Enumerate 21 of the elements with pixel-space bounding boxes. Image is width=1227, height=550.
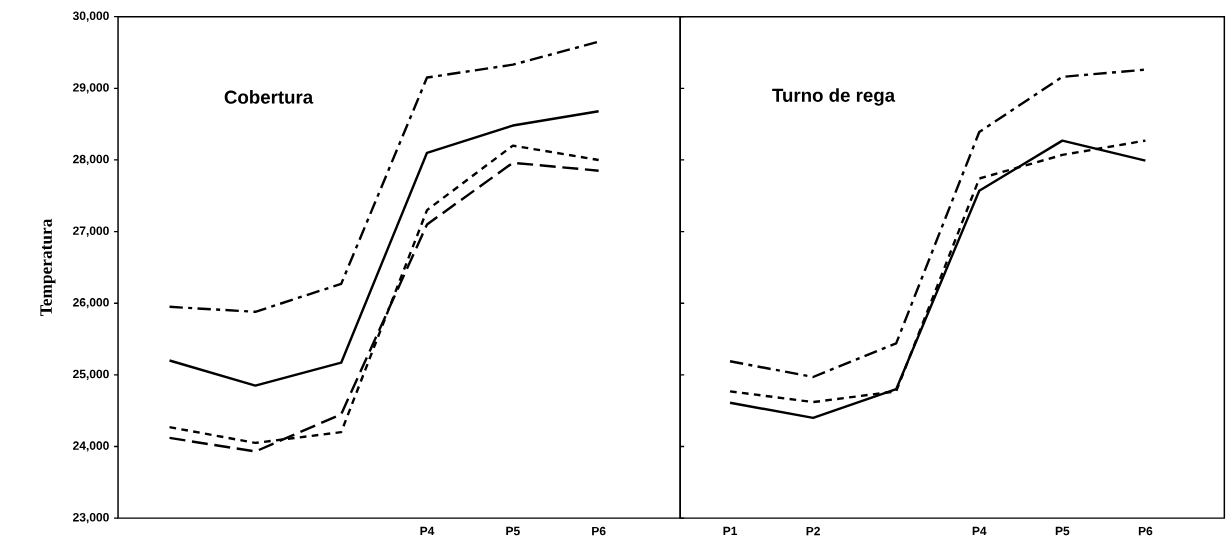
x-tick-label: P4: [420, 526, 435, 536]
y-tick-label: 29,000: [73, 83, 109, 94]
y-tick-label: 25,000: [73, 369, 109, 380]
text: Turno de rega: [772, 88, 896, 106]
y-tick-label: 27,000: [73, 226, 109, 237]
line-series: [168, 109, 600, 387]
y-tick-label: 26,000: [73, 298, 109, 309]
x-tick-label: P2: [806, 526, 820, 536]
text: Cobertura: [224, 89, 314, 104]
line-series: [168, 40, 600, 313]
x-tick-label: P5: [506, 526, 520, 536]
y-tick-label: 23,000: [73, 512, 109, 524]
x-tick-label: P6: [1138, 526, 1153, 536]
y-axis-title: Temperatura: [40, 218, 56, 316]
y-tick-label: 24,000: [73, 441, 109, 452]
x-tick-label: P1: [723, 526, 738, 536]
x-tick-label: P5: [1055, 526, 1070, 536]
x-tick-label: P4: [972, 526, 987, 536]
x-tick-label: P6: [592, 526, 606, 536]
y-tick-label: 28,000: [73, 154, 109, 165]
y-tick-label: 30,000: [72, 11, 109, 22]
